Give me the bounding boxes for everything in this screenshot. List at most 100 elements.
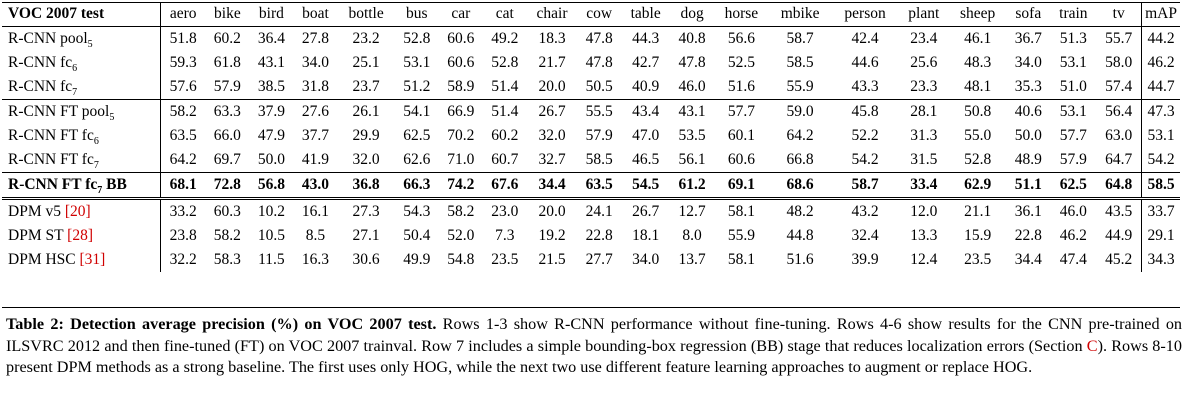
header-class-mbike: mbike	[768, 2, 832, 27]
method-cell: DPM HSC [31]	[2, 248, 161, 272]
ap-cell-mbike: 66.8	[768, 148, 832, 173]
ap-cell-dog: 12.7	[670, 197, 715, 224]
ap-cell-car: 70.2	[447, 127, 475, 144]
ap-cell-mbike: 48.2	[768, 197, 832, 224]
header-class-plant: plant	[898, 2, 949, 27]
ap-cell-cat: 52.8	[491, 54, 519, 71]
ap-cell-bottle: 29.9	[352, 127, 380, 144]
ap-cell-boat: 34.0	[301, 54, 329, 71]
table-row: DPM v5 [20] 33.2 60.3 10.2 16.1 27.3 54.3 58.2 2…	[2, 197, 1180, 224]
ap-cell-aero: 58.2	[169, 103, 197, 120]
ap-cell-bike: 60.3	[205, 197, 250, 224]
ap-cell-bike: 58.2	[213, 227, 241, 244]
ap-cell-person: 58.7	[851, 176, 879, 193]
method-name: DPM ST	[8, 227, 68, 244]
ap-cell-sheep: 48.1	[948, 75, 1007, 100]
ap-cell-cat: 51.4	[482, 75, 527, 100]
ap-cell-bottle: 27.1	[352, 227, 380, 244]
ap-cell-mbike: 55.9	[768, 75, 832, 100]
ap-cell-bird: 50.0	[249, 148, 294, 173]
ap-cell-aero: 64.2	[160, 148, 206, 173]
ap-cell-car: 71.0	[438, 148, 483, 173]
ap-cell-dog: 8.0	[682, 227, 702, 244]
ap-cell-sheep: 62.9	[964, 176, 992, 193]
header-class-chair: chair	[526, 2, 578, 27]
ap-cell-train: 53.1	[1059, 103, 1087, 120]
ap-cell-sheep: 46.1	[964, 30, 992, 47]
ap-cell-bus: 50.4	[403, 227, 431, 244]
ap-cell-person: 44.6	[851, 54, 879, 71]
method-layer-subscript: 7	[93, 160, 99, 172]
ap-cell-train: 46.0	[1050, 197, 1097, 224]
ap-cell-person: 54.2	[831, 148, 899, 173]
header-class-bird: bird	[249, 2, 294, 27]
ap-cell-train: 57.9	[1050, 148, 1097, 173]
ap-cell-bird: 10.5	[257, 227, 285, 244]
ap-cell-chair: 20.0	[526, 197, 578, 224]
ap-cell-tv: 43.5	[1096, 197, 1142, 224]
ap-cell-tv: 44.9	[1105, 227, 1133, 244]
ap-cell-horse: 55.9	[727, 227, 755, 244]
citation-link[interactable]: [31]	[79, 251, 106, 268]
ap-cell-bottle: 23.2	[352, 30, 380, 47]
ap-cell-cow: 47.8	[585, 30, 613, 47]
map-cell: 46.2	[1141, 51, 1180, 75]
ap-cell-dog: 40.8	[678, 30, 706, 47]
map-cell: 33.7	[1141, 197, 1180, 224]
header-map: mAP	[1141, 2, 1180, 27]
ap-cell-bus: 52.8	[403, 30, 431, 47]
map-cell: 44.7	[1141, 75, 1180, 100]
method-layer-subscript: 7	[97, 185, 103, 197]
map-cell: 54.2	[1141, 148, 1180, 173]
method-layer-subscript: 6	[93, 136, 99, 148]
header-class-sheep: sheep	[948, 2, 1007, 27]
ap-cell-horse: 57.7	[727, 103, 755, 120]
table-row: R-CNN fc7 57.6 57.9 38.5 31.8 23.7 51.2 58.9 51.…	[2, 75, 1180, 100]
ap-cell-boat: 27.8	[301, 30, 329, 47]
ap-cell-sofa: 51.1	[1014, 176, 1042, 193]
ap-cell-bird: 38.5	[249, 75, 294, 100]
caption-section-link[interactable]: C	[1086, 336, 1098, 355]
ap-cell-chair: 32.0	[538, 127, 566, 144]
ap-cell-sheep: 50.8	[964, 103, 992, 120]
method-layer-subscript: 5	[87, 39, 93, 51]
ap-cell-cat: 51.4	[491, 103, 519, 120]
table-caption: Table 2: Detection average precision (%)…	[6, 314, 1182, 379]
ap-cell-dog: 47.8	[678, 54, 706, 71]
ap-cell-plant: 12.4	[910, 251, 938, 268]
ap-cell-cow: 50.5	[577, 75, 622, 100]
method-cell: R-CNN pool5	[2, 26, 161, 51]
citation-link[interactable]: [28]	[67, 227, 93, 244]
caption-text-before-link: Rows 1-3 show R-CNN performance without …	[6, 315, 1183, 355]
ap-cell-cow: 27.7	[585, 251, 613, 268]
ap-cell-cow: 24.1	[577, 197, 622, 224]
ap-cell-car: 58.9	[438, 75, 483, 100]
ap-cell-cat: 7.3	[495, 227, 515, 244]
ap-cell-bike: 57.9	[205, 75, 250, 100]
ap-cell-boat: 27.6	[301, 103, 329, 120]
ap-cell-sofa: 34.4	[1014, 251, 1042, 268]
map-cell: 58.5	[1141, 172, 1180, 199]
ap-cell-dog: 46.0	[670, 75, 715, 100]
ap-cell-sofa: 36.1	[1006, 197, 1051, 224]
method-cell: DPM ST [28]	[2, 224, 161, 248]
ap-cell-dog: 53.5	[678, 127, 706, 144]
ap-cell-horse: 58.1	[714, 197, 769, 224]
ap-cell-table: 34.0	[632, 251, 660, 268]
ap-cell-bike: 72.8	[213, 176, 241, 193]
ap-cell-table: 46.5	[621, 148, 671, 173]
header-class-tv: tv	[1096, 2, 1142, 27]
method-name: R-CNN FT fc	[8, 127, 94, 144]
ap-cell-plant: 12.0	[898, 197, 949, 224]
ap-cell-sofa: 36.7	[1014, 30, 1042, 47]
ap-cell-sofa: 48.9	[1006, 148, 1051, 173]
citation-link[interactable]: [20]	[64, 203, 91, 220]
ap-cell-aero: 33.2	[160, 197, 206, 224]
caption-text-after-link: ). Rows 8-10 present DPM methods as a st…	[6, 336, 1182, 377]
ap-cell-plant: 25.6	[910, 54, 938, 71]
ap-cell-boat: 8.5	[305, 227, 326, 244]
ap-cell-sheep: 52.8	[948, 148, 1007, 173]
ap-cell-tv: 64.8	[1105, 176, 1133, 193]
method-name: R-CNN FT fc	[8, 151, 94, 168]
ap-cell-sheep: 48.3	[964, 54, 992, 71]
